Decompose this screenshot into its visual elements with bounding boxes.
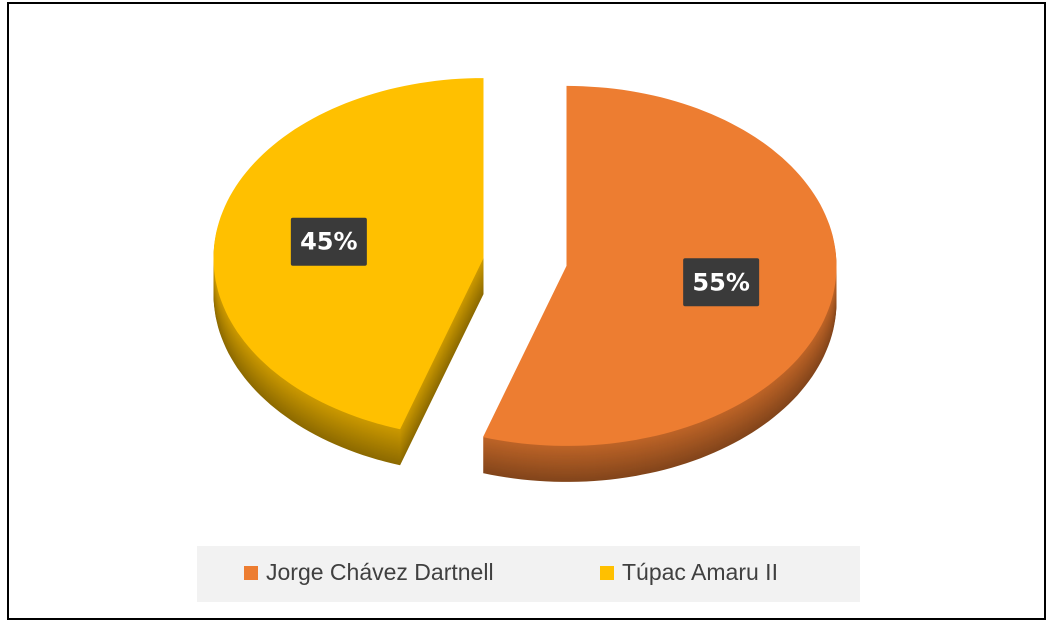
- legend-background: [197, 546, 860, 602]
- data-label: 45%: [300, 228, 357, 256]
- data-label-box: [290, 217, 367, 266]
- pie-slice: [483, 85, 837, 482]
- data-label-box: [683, 258, 760, 307]
- legend-swatch: [244, 566, 258, 580]
- data-label: 55%: [692, 268, 749, 296]
- pie-top: [483, 85, 837, 446]
- chart-frame: [7, 2, 1046, 620]
- legend-label: Jorge Chávez Dartnell: [266, 559, 494, 585]
- legend-swatch: [600, 566, 614, 580]
- legend-label: Túpac Amaru II: [622, 559, 778, 585]
